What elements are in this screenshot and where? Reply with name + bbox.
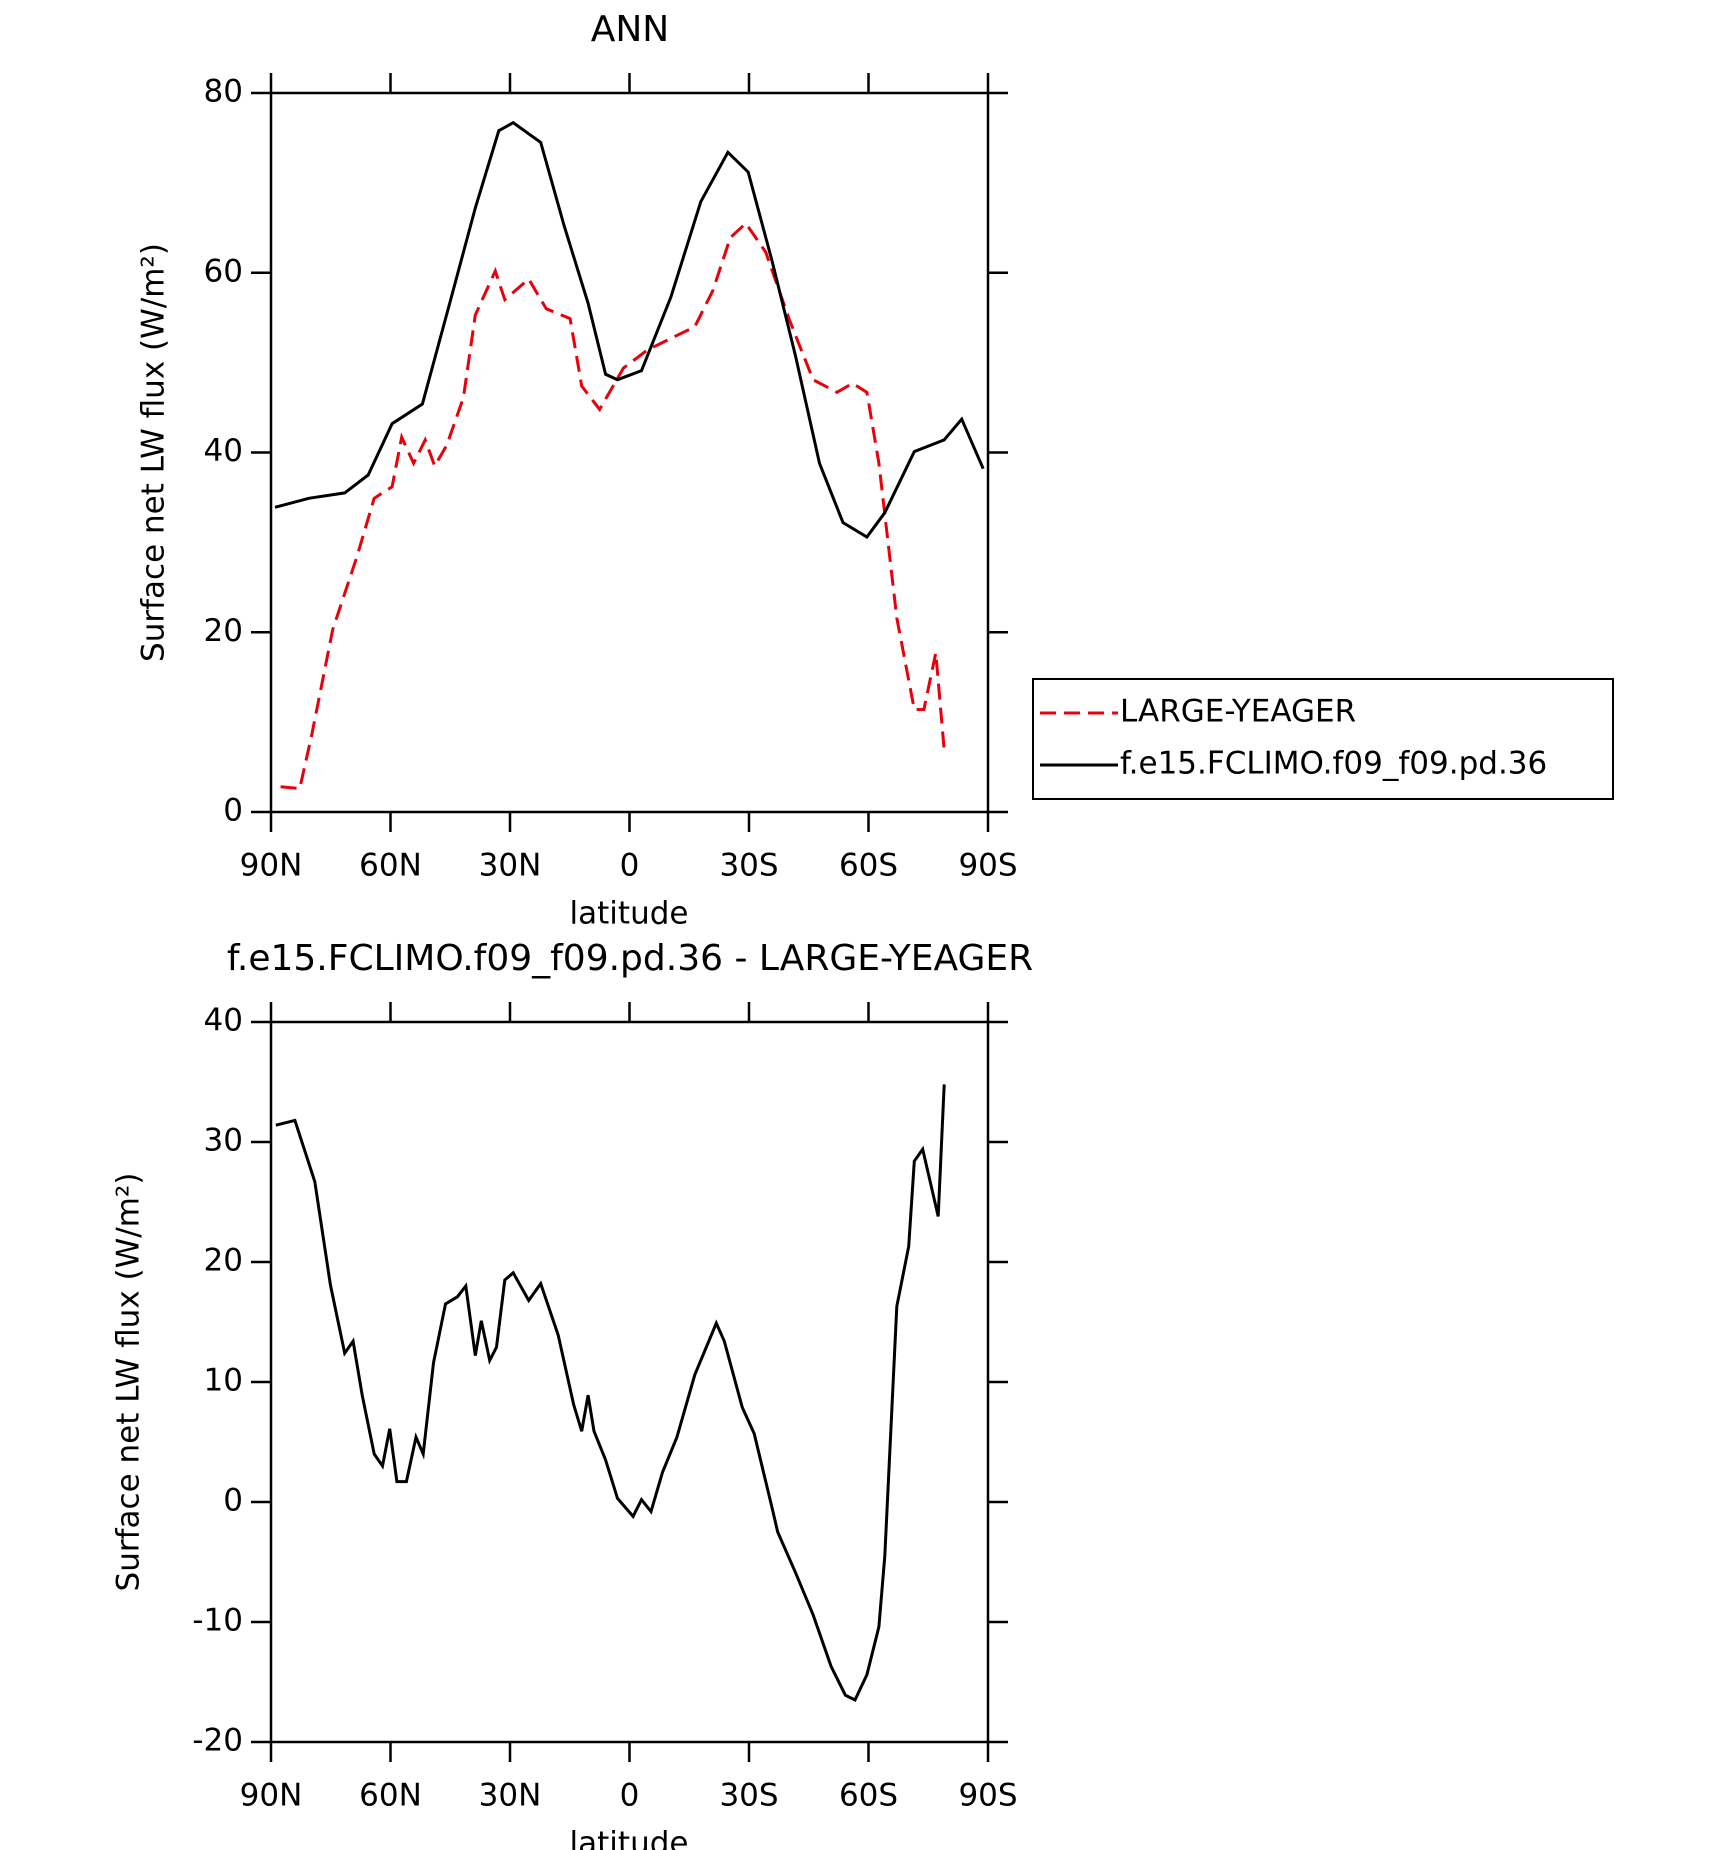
x-tick-label: 0 (620, 1778, 640, 1814)
data-line (275, 1084, 946, 1703)
x-tick-label: 90N (240, 1778, 303, 1814)
y-tick-label: 60 (204, 253, 243, 289)
x-tick-label: 0 (620, 848, 640, 884)
chart-title: ANN (591, 9, 670, 50)
y-tick-label: 0 (223, 793, 243, 829)
y-tick-label: 20 (204, 613, 243, 649)
x-axis-label: latitude (570, 896, 689, 932)
y-tick-label: 40 (204, 433, 243, 469)
y-tick-label: -10 (192, 1603, 243, 1639)
y-tick-label: 10 (204, 1363, 243, 1399)
chart-title: f.e15.FCLIMO.f09_f09.pd.36 - LARGE-YEAGE… (227, 938, 1033, 979)
data-line (274, 120, 985, 539)
legend-label: LARGE-YEAGER (1120, 694, 1356, 730)
plot-frame (269, 1020, 990, 1744)
y-tick-label: 40 (204, 1003, 243, 1039)
y-axis-label: Surface net LW flux (W/m²) (111, 1173, 147, 1592)
y-tick-label: 30 (204, 1123, 243, 1159)
legend-label: f.e15.FCLIMO.f09_f09.pd.36 (1120, 746, 1547, 782)
x-axis-label: latitude (570, 1826, 689, 1850)
x-tick-label: 90S (958, 1778, 1017, 1814)
x-tick-label: 30N (479, 848, 542, 884)
x-tick-label: 60S (839, 848, 898, 884)
x-tick-label: 60N (359, 1778, 422, 1814)
x-tick-label: 30S (719, 1778, 778, 1814)
x-tick-label: 90N (240, 848, 303, 884)
x-tick-label: 30N (479, 1778, 542, 1814)
y-tick-label: 0 (223, 1483, 243, 1519)
x-tick-label: 60N (359, 848, 422, 884)
legend-box (1032, 678, 1614, 800)
x-tick-label: 90S (958, 848, 1017, 884)
y-tick-label: 20 (204, 1243, 243, 1279)
y-axis-label: Surface net LW flux (W/m²) (136, 243, 172, 662)
x-tick-label: 30S (719, 848, 778, 884)
data-line (280, 221, 946, 791)
y-tick-label: 80 (204, 74, 243, 110)
x-tick-label: 60S (839, 1778, 898, 1814)
y-tick-label: -20 (192, 1723, 243, 1759)
